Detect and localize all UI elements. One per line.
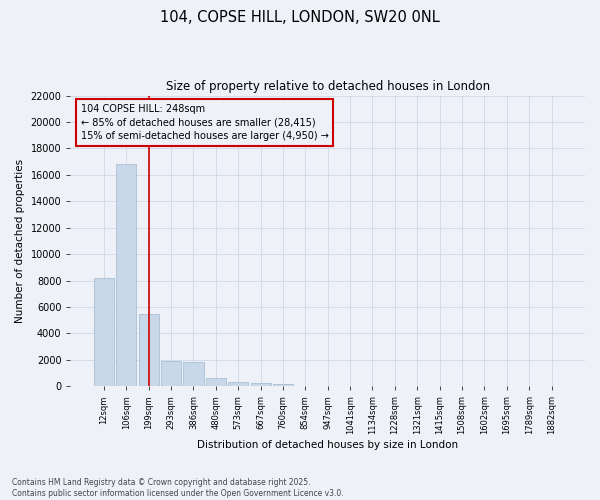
Bar — [161, 361, 181, 386]
Bar — [251, 384, 271, 386]
Bar — [273, 384, 293, 386]
Bar — [94, 278, 114, 386]
Bar — [228, 382, 248, 386]
Bar — [116, 164, 136, 386]
Text: 104 COPSE HILL: 248sqm
← 85% of detached houses are smaller (28,415)
15% of semi: 104 COPSE HILL: 248sqm ← 85% of detached… — [81, 104, 329, 141]
Bar — [184, 362, 203, 386]
Text: 104, COPSE HILL, LONDON, SW20 0NL: 104, COPSE HILL, LONDON, SW20 0NL — [160, 10, 440, 25]
Bar — [206, 378, 226, 386]
Bar — [139, 314, 159, 386]
Title: Size of property relative to detached houses in London: Size of property relative to detached ho… — [166, 80, 490, 93]
Text: Contains HM Land Registry data © Crown copyright and database right 2025.
Contai: Contains HM Land Registry data © Crown c… — [12, 478, 344, 498]
X-axis label: Distribution of detached houses by size in London: Distribution of detached houses by size … — [197, 440, 458, 450]
Y-axis label: Number of detached properties: Number of detached properties — [15, 159, 25, 323]
